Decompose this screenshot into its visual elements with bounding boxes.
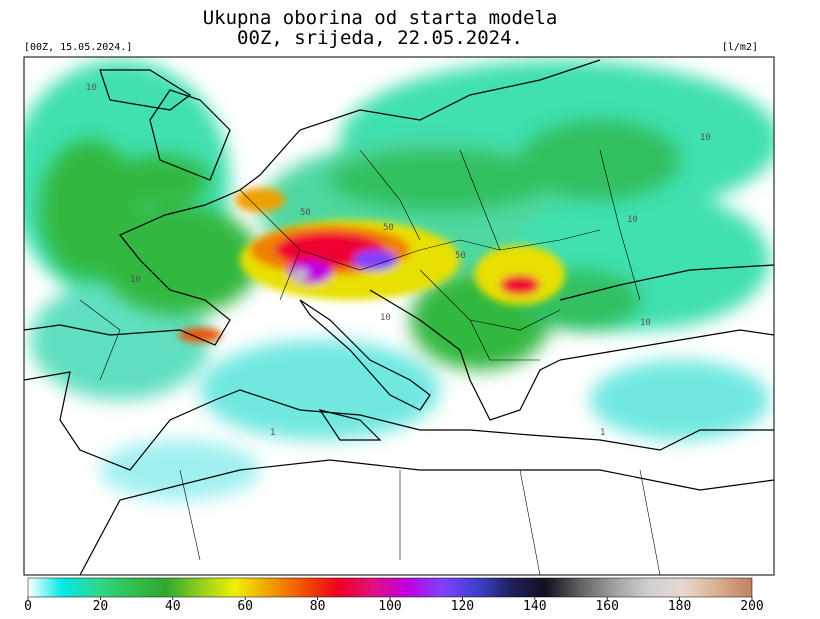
contour-label: 10 [380, 313, 391, 323]
colorbar-tick-label: 100 [378, 599, 401, 614]
title: Ukupna oborina od starta modela [203, 7, 558, 29]
colorbar-tick-label: 120 [451, 599, 474, 614]
colorbar-tick-label: 60 [237, 599, 253, 614]
precip-field [24, 57, 774, 575]
borders [79, 149, 661, 575]
contour-label: 50 [455, 251, 466, 261]
coastlines [24, 59, 774, 575]
contour-label: 50 [300, 208, 311, 218]
run-label: [00Z, 15.05.2024.] [24, 42, 132, 53]
colorbar-tick-label: 80 [310, 599, 326, 614]
contour-label: 10 [627, 215, 638, 225]
contour-label: 10 [700, 133, 711, 143]
contour-label: 10 [640, 318, 651, 328]
unit-label: [l/m2] [722, 42, 758, 53]
colorbar-tick-label: 140 [523, 599, 546, 614]
precip-moderate [40, 120, 680, 370]
contour-label: 50 [383, 223, 394, 233]
colorbar-tick-label: 20 [93, 599, 109, 614]
colorbar-tick-label: 200 [740, 599, 763, 614]
colorbar-tick-label: 160 [595, 599, 618, 614]
contour-label: 1 [270, 428, 275, 438]
contour-label: 10 [86, 83, 97, 93]
precip-heavy [178, 188, 565, 342]
colorbar-tick-label: 40 [165, 599, 181, 614]
colorbar-tick-label: 180 [668, 599, 691, 614]
contour-label: 10 [130, 275, 141, 285]
colorbar [27, 577, 753, 598]
map-frame [23, 56, 775, 576]
contour-label: 1 [600, 428, 605, 438]
colorbar-tick-label: 0 [24, 599, 32, 614]
subtitle: 00Z, srijeda, 22.05.2024. [237, 27, 523, 49]
